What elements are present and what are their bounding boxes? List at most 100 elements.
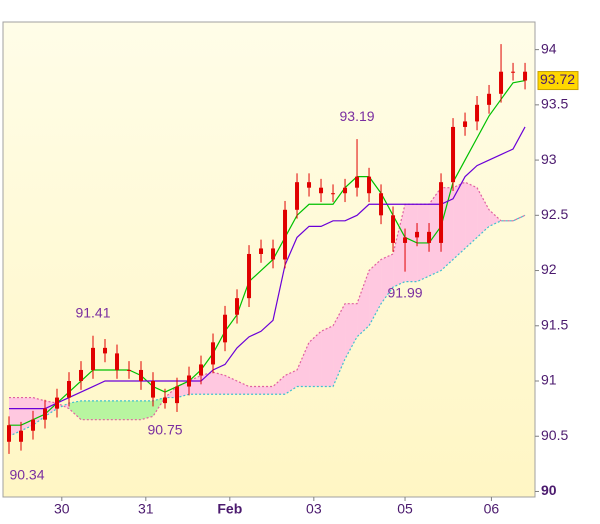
cloud-segment [69,400,82,420]
cloud-segment [453,182,466,260]
extreme-label: 90.75 [147,421,182,437]
cloud-segment [249,386,262,395]
candle-body [523,71,528,81]
line-layer [9,79,526,426]
extreme-label: 90.34 [9,467,44,483]
candle-layer [7,44,528,454]
indicator-line [9,79,526,426]
cloud-segment [153,397,166,417]
candle-body [283,209,288,260]
candle-body [355,176,360,188]
cloud-segment [105,400,118,420]
candle-body [451,126,456,183]
candle-body [391,215,396,243]
cloud-segment [81,400,94,420]
candle-body [151,381,156,398]
extreme-label: 91.41 [75,304,110,320]
candle-body [427,231,432,243]
cloud-segment [9,397,22,437]
cloud-segment [225,375,238,395]
cloud-segment [117,400,130,420]
cloud-segment [321,325,334,387]
axis-layer: 90 90.5 91 91.5 92 92.5 93 93.5 94 30 31 Feb 03 05 06 9… [9,40,579,517]
candle-body [211,342,216,365]
candle-body [259,248,264,254]
candle-body [463,121,468,127]
cloud-segment [381,253,394,304]
cloud-segment [345,303,358,359]
candle-body [103,347,108,354]
y-tick-label: 91.5 [541,316,568,332]
cloud-segment [237,381,250,395]
cloud-segment [273,375,286,395]
candle-body [67,381,72,398]
cloud-segment [261,386,274,395]
cloud-segment [441,187,454,271]
y-tick-label: 94 [541,40,557,56]
cloud-segment [21,397,34,431]
candle-body [487,93,492,105]
candle-body [439,182,444,243]
candle-body [415,231,420,238]
cloud-segment [309,331,322,387]
cloud-layer [8,181,526,437]
candle-body [187,375,192,387]
candle-body [139,369,144,382]
cloud-segment [297,342,310,387]
extreme-label: 91.99 [388,284,423,300]
candle-body [223,314,228,343]
price-tag [537,71,579,91]
candle-body [91,347,96,370]
cloud-segment [93,400,106,420]
candle-body [235,298,240,315]
candle-body [199,364,204,376]
cloud-segment [465,182,478,249]
candle-body [55,397,60,409]
cloud-segment [357,270,370,337]
y-tick-label: 90 [541,482,557,498]
cloud-segment [489,209,502,227]
candle-body [31,419,36,431]
candle-body [7,425,12,442]
candle-body [115,353,120,370]
candle-body [319,187,324,194]
candle-body [499,71,504,94]
x-tick-label: 06 [484,501,500,517]
cloud-segment [369,259,382,326]
candle-body [511,71,516,73]
cloud-edge [9,181,526,421]
x-tick-label: Feb [217,501,242,517]
candle-body [127,369,132,371]
x-tick-label: 31 [138,501,154,517]
candle-body [79,369,84,382]
candle-body [19,430,24,442]
candle-body [379,193,384,216]
candle-body [403,237,408,243]
cloud-segment [393,204,406,288]
candle-body [307,182,312,188]
extreme-label: 93.19 [340,108,375,124]
x-tick-label: 03 [306,501,322,517]
candle-body [163,397,168,404]
candle-body [247,253,252,299]
cloud-segment [333,303,346,387]
candle-body [295,182,300,210]
price-tag-label: 93.72 [540,71,575,87]
cloud-segment [129,400,142,420]
cloud-segment [177,381,190,398]
candle-body [271,248,276,260]
candle-body [343,187,348,194]
x-tick-label: 30 [54,501,70,517]
candle-body [367,176,372,194]
indicator-line [9,126,526,410]
y-tick-label: 92.5 [541,206,568,222]
candle-body [175,386,180,404]
plot-area [2,21,536,498]
cloud-segment [429,187,442,277]
candle-body [331,193,336,195]
y-tick-label: 92 [541,261,557,277]
y-tick-label: 91 [541,372,557,388]
candle-body [43,408,48,420]
